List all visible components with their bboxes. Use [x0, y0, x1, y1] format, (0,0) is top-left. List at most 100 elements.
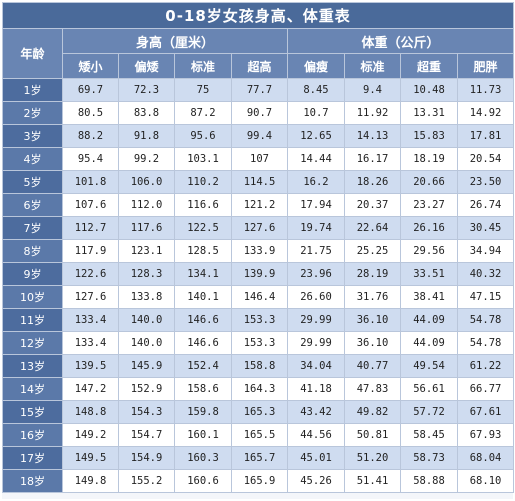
height-cell: 165.9	[231, 469, 288, 493]
table-row: 16岁 149.2 154.7 160.1 165.5 44.56 50.81 58.45 67…	[2, 423, 515, 447]
height-cell: 155.2	[118, 469, 175, 493]
weight-cell: 16.17	[344, 147, 401, 171]
weight-cell: 31.76	[344, 285, 401, 309]
height-cell: 72.3	[118, 78, 175, 102]
weight-cell: 49.54	[400, 354, 458, 378]
height-cell: 133.9	[231, 239, 288, 263]
height-cell: 149.2	[62, 423, 119, 447]
table-row: 12岁 133.4 140.0 146.6 153.3 29.99 36.10 44.09 54…	[2, 331, 515, 355]
height-cell: 133.8	[118, 285, 175, 309]
weight-cell: 36.10	[344, 331, 401, 355]
age-cell: 13岁	[2, 354, 63, 378]
weight-cell: 15.83	[400, 124, 458, 148]
height-col-header: 标准	[174, 53, 232, 79]
weight-group-header: 体重（公斤）	[286, 28, 515, 54]
age-header: 年龄	[2, 28, 63, 79]
weight-cell: 40.32	[456, 262, 515, 286]
weight-cell: 44.09	[400, 308, 458, 332]
weight-cell: 21.75	[287, 239, 345, 263]
height-cell: 139.9	[231, 262, 288, 286]
weight-cell: 18.26	[344, 170, 401, 194]
weight-cell: 10.7	[287, 101, 345, 125]
age-cell: 18岁	[2, 469, 63, 493]
age-cell: 17岁	[2, 446, 63, 470]
weight-cell: 50.81	[344, 423, 401, 447]
table-title: 0-18岁女孩身高、体重表	[1, 2, 515, 29]
table-row: 4岁 95.4 99.2 103.1 107 14.44 16.17 18.19 20.54	[2, 147, 515, 171]
weight-cell: 29.56	[400, 239, 458, 263]
weight-cell: 58.73	[400, 446, 458, 470]
table-row: 10岁 127.6 133.8 140.1 146.4 26.60 31.76 38.41 47…	[2, 285, 515, 309]
weight-cell: 67.61	[456, 400, 515, 424]
weight-cell: 22.64	[344, 216, 401, 240]
age-cell: 2岁	[2, 101, 63, 125]
weight-col-header: 标准	[344, 53, 401, 79]
weight-cell: 68.10	[456, 469, 515, 493]
height-cell: 75	[174, 78, 232, 102]
weight-cell: 44.09	[400, 331, 458, 355]
table-row: 9岁 122.6 128.3 134.1 139.9 23.96 28.19 33.51 40.…	[2, 262, 515, 286]
height-cell: 77.7	[231, 78, 288, 102]
age-cell: 8岁	[2, 239, 63, 263]
height-cell: 154.7	[118, 423, 175, 447]
weight-cell: 11.73	[456, 78, 515, 102]
height-cell: 107	[231, 147, 288, 171]
weight-cell: 67.93	[456, 423, 515, 447]
height-cell: 103.1	[174, 147, 232, 171]
height-cell: 91.8	[118, 124, 175, 148]
weight-col-header: 超重	[400, 53, 458, 79]
height-cell: 99.4	[231, 124, 288, 148]
age-cell: 9岁	[2, 262, 63, 286]
age-cell: 7岁	[2, 216, 63, 240]
weight-cell: 54.78	[456, 308, 515, 332]
weight-cell: 9.4	[344, 78, 401, 102]
weight-cell: 45.01	[287, 446, 345, 470]
table-row: 8岁 117.9 123.1 128.5 133.9 21.75 25.25 29.56 34.…	[2, 239, 515, 263]
height-cell: 149.5	[62, 446, 119, 470]
height-cell: 139.5	[62, 354, 119, 378]
weight-cell: 16.2	[287, 170, 345, 194]
height-col-header: 矮小	[62, 53, 119, 79]
age-cell: 12岁	[2, 331, 63, 355]
height-cell: 165.5	[231, 423, 288, 447]
weight-cell: 18.19	[400, 147, 458, 171]
height-cell: 164.3	[231, 377, 288, 401]
height-cell: 140.1	[174, 285, 232, 309]
height-cell: 88.2	[62, 124, 119, 148]
height-cell: 87.2	[174, 101, 232, 125]
height-cell: 145.9	[118, 354, 175, 378]
weight-cell: 14.13	[344, 124, 401, 148]
height-cell: 158.8	[231, 354, 288, 378]
height-cell: 133.4	[62, 331, 119, 355]
height-cell: 95.4	[62, 147, 119, 171]
weight-cell: 61.22	[456, 354, 515, 378]
weight-cell: 34.04	[287, 354, 345, 378]
weight-cell: 20.54	[456, 147, 515, 171]
weight-cell: 54.78	[456, 331, 515, 355]
table-row: 14岁 147.2 152.9 158.6 164.3 41.18 47.83 56.61 66…	[2, 377, 515, 401]
weight-cell: 58.88	[400, 469, 458, 493]
weight-cell: 43.42	[287, 400, 345, 424]
age-cell: 16岁	[2, 423, 63, 447]
height-cell: 80.5	[62, 101, 119, 125]
weight-cell: 23.50	[456, 170, 515, 194]
weight-cell: 10.48	[400, 78, 458, 102]
weight-cell: 36.10	[344, 308, 401, 332]
height-cell: 134.1	[174, 262, 232, 286]
table-row: 17岁 149.5 154.9 160.3 165.7 45.01 51.20 58.73 68…	[2, 446, 515, 470]
height-cell: 148.8	[62, 400, 119, 424]
weight-cell: 26.60	[287, 285, 345, 309]
weight-cell: 30.45	[456, 216, 515, 240]
height-cell: 110.2	[174, 170, 232, 194]
height-cell: 128.3	[118, 262, 175, 286]
weight-cell: 14.92	[456, 101, 515, 125]
weight-cell: 29.99	[287, 331, 345, 355]
height-cell: 158.6	[174, 377, 232, 401]
weight-cell: 26.74	[456, 193, 515, 217]
weight-cell: 8.45	[287, 78, 345, 102]
height-cell: 147.2	[62, 377, 119, 401]
weight-cell: 56.61	[400, 377, 458, 401]
weight-col-header: 肥胖	[456, 53, 515, 79]
weight-cell: 33.51	[400, 262, 458, 286]
